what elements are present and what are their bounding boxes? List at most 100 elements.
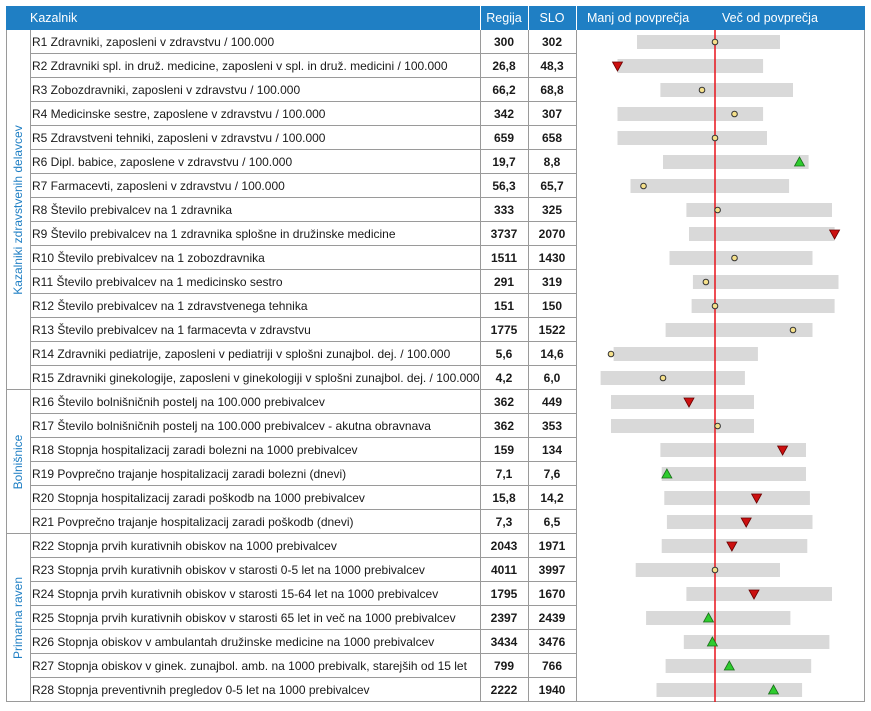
table-border bbox=[864, 30, 865, 702]
average-marker bbox=[702, 278, 710, 286]
range-bar bbox=[617, 131, 767, 145]
slo-value: 449 bbox=[541, 395, 563, 409]
worse-marker bbox=[726, 541, 738, 552]
average-marker bbox=[711, 134, 719, 142]
worse-marker bbox=[750, 493, 763, 504]
better-marker bbox=[793, 156, 806, 167]
group-label: Kazalniki zdravstvenih delavcev bbox=[8, 30, 28, 390]
range-bar bbox=[656, 683, 803, 697]
region-value: 1775 bbox=[490, 323, 518, 337]
slo-value: 1430 bbox=[538, 251, 566, 265]
region-value: 159 bbox=[493, 443, 515, 457]
worse-marker bbox=[776, 445, 789, 456]
column-divider bbox=[576, 30, 577, 702]
slo-value: 48,3 bbox=[540, 59, 564, 73]
indicator-name: R26 Stopnja obiskov v ambulantah družins… bbox=[32, 635, 435, 649]
range-bar bbox=[611, 395, 754, 409]
range-bar bbox=[666, 515, 813, 529]
range-bar bbox=[617, 59, 764, 73]
row-divider bbox=[30, 269, 576, 270]
indicator-table: Kazalniki zdravstvenih delavcev Bolnišnic… bbox=[6, 30, 865, 703]
range-bar bbox=[692, 275, 839, 289]
range-bar bbox=[669, 251, 813, 265]
region-value: 659 bbox=[493, 131, 515, 145]
worse-marker bbox=[740, 517, 752, 528]
average-marker bbox=[789, 326, 797, 334]
region-value: 19,7 bbox=[492, 155, 516, 169]
column-divider bbox=[528, 30, 529, 702]
region-value: 4011 bbox=[490, 563, 518, 577]
indicator-name: R13 Število prebivalcev na 1 farmacevta … bbox=[32, 323, 311, 337]
slo-value: 6,5 bbox=[543, 515, 561, 529]
range-bar bbox=[637, 35, 780, 49]
row-divider bbox=[30, 557, 576, 558]
range-bar bbox=[686, 587, 832, 601]
indicator-name: R16 Število bolnišničnih postelj na 100.… bbox=[32, 395, 325, 409]
slo-value: 3476 bbox=[538, 635, 566, 649]
row-divider bbox=[30, 485, 576, 486]
slo-value: 1522 bbox=[538, 323, 566, 337]
group-label: Bolnišnice bbox=[8, 390, 28, 534]
slo-value: 325 bbox=[541, 203, 563, 217]
indicator-name: R1 Zdravniki, zaposleni v zdravstvu / 10… bbox=[32, 35, 275, 49]
average-marker bbox=[607, 350, 615, 358]
table-border bbox=[6, 30, 7, 702]
row-divider bbox=[30, 317, 576, 318]
slo-value: 1971 bbox=[538, 539, 566, 553]
region-value: 2222 bbox=[490, 683, 518, 697]
slo-value: 658 bbox=[541, 131, 563, 145]
row-divider bbox=[30, 221, 576, 222]
region-value: 4,2 bbox=[495, 371, 513, 385]
slo-value: 14,2 bbox=[540, 491, 564, 505]
range-bar bbox=[635, 563, 780, 577]
range-bar bbox=[665, 659, 812, 673]
row-divider bbox=[30, 533, 576, 534]
better-marker bbox=[661, 468, 673, 479]
column-divider bbox=[30, 30, 31, 702]
indicator-name: R3 Zobozdravniki, zaposleni v zdravstvu … bbox=[32, 83, 301, 97]
average-marker bbox=[714, 422, 721, 430]
region-value: 7,1 bbox=[495, 467, 513, 481]
slo-value: 14,6 bbox=[540, 347, 564, 361]
slo-value: 353 bbox=[541, 419, 563, 433]
slo-value: 766 bbox=[541, 659, 563, 673]
slo-value: 1670 bbox=[538, 587, 566, 601]
slo-value: 2070 bbox=[538, 227, 566, 241]
average-marker bbox=[698, 86, 706, 94]
group-label-text: Bolnišnice bbox=[11, 434, 25, 490]
region-value: 2043 bbox=[490, 539, 518, 553]
row-divider bbox=[30, 365, 576, 366]
worse-marker bbox=[611, 61, 624, 72]
header-divider bbox=[576, 6, 577, 30]
slo-value: 319 bbox=[541, 275, 563, 289]
indicator-name: R8 Število prebivalcev na 1 zdravnika bbox=[32, 203, 233, 217]
indicator-name: R18 Stopnja hospitalizacij zaradi bolezn… bbox=[32, 443, 358, 457]
header-divider bbox=[480, 6, 481, 30]
indicator-name: R2 Zdravniki spl. in druž. medicine, zap… bbox=[32, 59, 448, 73]
indicator-name: R15 Zdravniki ginekologije, zaposleni v … bbox=[32, 371, 480, 385]
row-divider bbox=[30, 413, 576, 414]
average-marker bbox=[659, 374, 667, 382]
region-value: 15,8 bbox=[492, 491, 516, 505]
row-divider bbox=[30, 245, 576, 246]
row-divider bbox=[30, 389, 576, 390]
slo-value: 302 bbox=[541, 35, 563, 49]
slo-value: 65,7 bbox=[540, 179, 564, 193]
better-marker bbox=[706, 636, 719, 647]
range-bar bbox=[665, 323, 813, 337]
range-bar bbox=[630, 179, 790, 193]
slo-value: 3997 bbox=[538, 563, 566, 577]
slo-value: 2439 bbox=[538, 611, 566, 625]
table-header: Kazalnik Regija SLO Manj od povprečja Ve… bbox=[6, 6, 865, 30]
range-bar bbox=[663, 155, 809, 169]
worse-marker bbox=[683, 397, 695, 408]
slo-value: 134 bbox=[541, 443, 563, 457]
region-value: 26,8 bbox=[492, 59, 516, 73]
range-bar bbox=[689, 227, 835, 241]
slo-value: 8,8 bbox=[543, 155, 561, 169]
row-divider bbox=[30, 149, 576, 150]
indicator-name: R10 Število prebivalcev na 1 zobozdravni… bbox=[32, 251, 265, 265]
slo-value: 68,8 bbox=[540, 83, 564, 97]
average-marker bbox=[731, 254, 738, 262]
indicator-name: R21 Povprečno trajanje hospitalizacij za… bbox=[32, 515, 354, 529]
